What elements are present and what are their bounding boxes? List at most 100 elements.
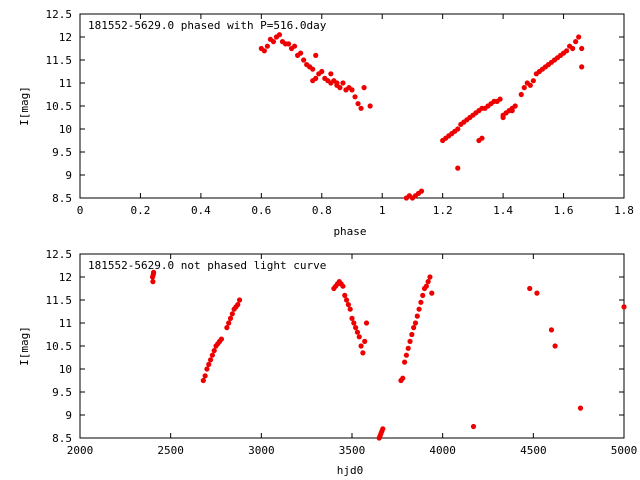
- plot-frame: [79, 253, 625, 439]
- data-point: [343, 297, 350, 303]
- data-point: [200, 377, 206, 384]
- y-tick-label: 12.5: [46, 8, 73, 21]
- data-point: [261, 48, 267, 54]
- data-point: [209, 352, 215, 358]
- data-point: [354, 329, 361, 335]
- data-point: [313, 52, 319, 59]
- x-tick-label: 1.6: [554, 204, 574, 217]
- data-point: [418, 299, 424, 305]
- data-point: [235, 302, 241, 308]
- data-point: [521, 85, 527, 91]
- data-point: [298, 50, 304, 56]
- data-point: [206, 361, 212, 367]
- x-tick-label: 2500: [157, 444, 184, 457]
- data-point: [352, 94, 358, 100]
- y-axis-label: I[mag]: [18, 86, 31, 126]
- data-point: [310, 66, 316, 72]
- y-axis-label: I[mag]: [18, 326, 31, 366]
- data-point: [301, 57, 307, 63]
- x-tick-label: 0.8: [312, 204, 332, 217]
- x-tick-label: 4500: [520, 444, 547, 457]
- y-tick-label: 12: [59, 31, 72, 44]
- data-point: [530, 78, 536, 84]
- y-tick-label: 8.5: [52, 192, 72, 205]
- data-point: [367, 103, 373, 109]
- data-point: [577, 405, 584, 411]
- data-point: [534, 290, 540, 296]
- y-tick-label: 11: [59, 77, 72, 90]
- data-point: [579, 64, 585, 70]
- y-tick-label: 9: [65, 169, 72, 182]
- y-tick-label: 10.5: [46, 340, 73, 353]
- x-tick-label: 0: [77, 204, 84, 217]
- data-point: [570, 45, 576, 52]
- data-point: [358, 105, 364, 111]
- chart-title: 181552-5629.0 phased with P=516.0day: [88, 19, 327, 32]
- data-point: [418, 188, 425, 194]
- data-point: [276, 32, 283, 38]
- y-tick-label: 9.5: [52, 146, 72, 159]
- data-point: [509, 108, 515, 114]
- x-tick-label: 1.4: [493, 204, 513, 217]
- data-point: [229, 311, 235, 317]
- data-point: [358, 343, 364, 349]
- data-point: [416, 306, 422, 312]
- data-point: [218, 336, 225, 342]
- data-point: [342, 292, 348, 298]
- data-point: [345, 302, 351, 308]
- data-point: [349, 87, 355, 93]
- data-point: [361, 85, 367, 91]
- data-point: [427, 274, 433, 280]
- data-point: [334, 80, 340, 86]
- data-point: [353, 325, 359, 331]
- x-tick-labels: 0 0.2 0.4 0.6 0.8 1 1.2 1.4 1.6 1.8: [77, 204, 634, 217]
- data-point: [429, 290, 435, 296]
- data-point: [400, 375, 406, 381]
- data-point: [420, 292, 426, 298]
- data-point: [356, 334, 362, 340]
- data-point: [407, 338, 413, 344]
- y-tick-label: 11: [59, 317, 72, 330]
- data-point: [563, 48, 570, 54]
- y-tick-label: 11.5: [46, 54, 73, 67]
- data-point: [347, 306, 353, 312]
- x-tick-label: 0.4: [191, 204, 211, 217]
- x-tick-label: 2000: [67, 444, 94, 457]
- data-point: [414, 313, 420, 319]
- data-point: [226, 320, 232, 326]
- data-point: [552, 343, 558, 349]
- data-point: [405, 345, 411, 351]
- data-point: [497, 96, 503, 102]
- phased-light-curve-chart: 0 0.2 0.4 0.6 0.8 1 1.2 1.4 1.6 1.8 8.5 9 9.5 10 10.5…: [18, 8, 634, 238]
- data-point: [518, 91, 524, 98]
- data-point: [470, 423, 477, 430]
- data-point: [351, 320, 357, 326]
- data-point: [425, 279, 431, 285]
- data-point: [363, 320, 370, 326]
- data-point: [349, 315, 355, 321]
- x-tick-label: 0.6: [251, 204, 271, 217]
- data-point: [150, 279, 156, 285]
- data-points: [258, 32, 585, 201]
- y-tick-label: 9.5: [52, 386, 72, 399]
- data-point: [360, 350, 366, 356]
- data-point: [204, 366, 210, 372]
- data-point: [412, 320, 419, 326]
- data-point: [548, 327, 555, 333]
- data-point: [207, 357, 214, 363]
- data-point: [328, 71, 334, 77]
- data-point: [310, 78, 316, 84]
- y-tick-labels: 8.5 9 9.5 10 10.5 11 11.5 12 12.5: [46, 8, 73, 205]
- y-tick-labels: 8.5 9 9.5 10 10.5 11 11.5 12 12.5: [46, 248, 73, 445]
- data-point: [340, 80, 346, 86]
- y-tick-label: 10: [59, 363, 72, 376]
- data-point: [479, 135, 485, 141]
- tick-marks: [79, 13, 625, 199]
- data-point: [380, 426, 386, 432]
- data-point: [337, 85, 343, 91]
- x-axis-label: phase: [333, 225, 366, 238]
- tick-marks: [79, 253, 625, 439]
- chart-title: 181552-5629.0 not phased light curve: [88, 259, 326, 272]
- data-point: [512, 103, 518, 109]
